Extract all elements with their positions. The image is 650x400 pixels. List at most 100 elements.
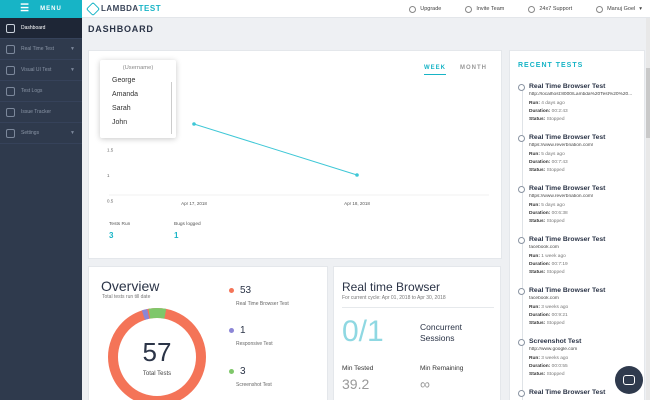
upgrade-link[interactable]: Upgrade [409,5,441,13]
sidebar-item-label: Issue Tracker [21,109,52,115]
menu-toggle[interactable]: ☰ MENU [0,0,82,18]
recent-test-item[interactable]: Real Time Browser Test facebook.com Run: 3… [518,287,644,328]
chat-icon [623,375,635,385]
tab-month[interactable]: MONTH [460,65,487,71]
timeline-dot-icon [518,288,525,295]
logo-text: LAMBDA [101,4,139,13]
overview-screenshot: 3 Screenshot Test [229,366,272,388]
dropdown-option-sarah[interactable]: Sarah [112,105,131,112]
tests-run-label: Tests Run [109,222,131,227]
recent-test-item[interactable]: Real Time Browser Test https://www.reverb… [518,134,644,175]
sidebar-item-test-logs[interactable]: Test Logs [0,81,82,102]
tab-week[interactable]: WEEK [424,65,446,75]
realtime-browser-card: Real time Browser For current cycle: Apr… [333,266,501,400]
duration-label: Duration: [529,109,551,115]
hamburger-icon: ☰ [20,3,31,14]
sidebar-item-settings[interactable]: Settings ▼ [0,123,82,144]
legend-dot-icon [229,288,234,293]
run-label: Run: [529,203,540,208]
recent-test-url[interactable]: facebook.com [529,245,559,250]
recent-test-name[interactable]: Real Time Browser Test [529,185,606,192]
duration-label: Duration: [529,160,551,166]
recent-test-item[interactable]: Real Time Browser Test [518,389,644,397]
recent-test-meta: Run: 3 weeks ago Duration: 00:9:21 Status:… [529,304,644,328]
upgrade-icon [409,5,417,13]
username-dropdown[interactable]: (Username) George Amanda Sarah John [100,60,176,138]
donut-total-label: Total Tests [143,371,171,377]
logs-icon [6,86,15,96]
sidebar-item-real-time-test[interactable]: Real Time Test ▼ [0,39,82,60]
support-label: 24x7 Support [539,6,573,12]
user-icon [596,5,604,13]
run-value: 5 days ago [541,152,565,157]
sessions-label: Sessions [420,332,455,343]
duration-value: 00:2:43 [551,109,568,115]
recent-test-item[interactable]: Real Time Browser Test http://localhost:8… [518,83,644,124]
sidebar-item-visual-ui-test[interactable]: Visual UI Test ▼ [0,60,82,81]
recent-test-url[interactable]: facebook.com [529,296,559,301]
timeline-dot-icon [518,84,525,91]
status-label: Status: [529,270,546,276]
dropdown-option-george[interactable]: George [112,77,136,84]
min-tested-value: 39.2 [342,376,370,392]
run-label: Run: [529,356,540,361]
logo-mark-icon [85,1,101,16]
recent-test-url[interactable]: https://www.reverbnation.com/ [529,194,594,199]
status-value: Stopped [546,168,565,174]
scrollbar-thumb[interactable] [646,68,650,138]
recent-test-url[interactable]: http://www.google.com [529,347,578,352]
overview-subtitle: Total tests run till date [102,294,151,300]
realtime-title: Real time Browser [342,280,441,294]
recent-test-item[interactable]: Real Time Browser Test https://www.reverb… [518,185,644,226]
recent-test-item[interactable]: Real Time Browser Test facebook.com Run: 1… [518,236,644,277]
y-tick-label: 1.5 [107,148,114,153]
recent-test-url[interactable]: https://www.reverbnation.com/ [529,143,594,148]
recent-test-url[interactable]: http://localhost:8000/Lambda%20Test%20%2… [529,92,633,97]
duration-label: Duration: [529,211,551,217]
invite-team-link[interactable]: Invite Team [465,5,504,13]
recent-test-name[interactable]: Real Time Browser Test [529,83,606,90]
visual-icon [6,65,15,75]
min-tested-label: Min Tested [342,365,374,372]
series-line [193,123,358,176]
user-menu[interactable]: Manuj Goel ▾ [596,5,642,13]
recent-test-name[interactable]: Real Time Browser Test [529,287,606,294]
overview-responsive-label: Responsive Test [236,341,273,347]
run-label: Run: [529,152,540,157]
logo[interactable]: LAMBDA TEST [85,1,161,16]
duration-value: 00:7:19 [551,262,568,268]
recent-test-name[interactable]: Screenshot Test [529,338,582,345]
sidebar-item-dashboard[interactable]: Dashboard [0,18,82,39]
support-link[interactable]: 24x7 Support [528,5,573,13]
recent-test-item[interactable]: Screenshot Test http://www.google.com Run:… [518,338,644,379]
dropdown-scrollbar[interactable] [171,82,172,134]
overview-card: Overview Total tests run till date 57 To… [88,266,328,400]
legend-dot-icon [229,369,234,374]
recent-test-name[interactable]: Real Time Browser Test [529,389,606,396]
line-chart: 1.5 1 0.5 Apr 17, 2018 Apr 18, 2018 [107,122,489,206]
sidebar-item-issue-tracker[interactable]: Issue Tracker [0,102,82,123]
run-label: Run: [529,101,540,106]
chat-button[interactable] [615,366,643,394]
recent-test-name[interactable]: Real Time Browser Test [529,134,606,141]
concurrent-label: Concurrent [420,322,463,332]
donut-segment-screenshot [108,308,206,400]
recent-test-name[interactable]: Real Time Browser Test [529,236,606,243]
dropdown-option-john[interactable]: John [112,119,128,126]
run-label: Run: [529,305,540,310]
username-placeholder-text: Username [124,65,152,71]
donut-segment-responsive [108,308,206,400]
divider [342,307,494,308]
overview-responsive: 1 Responsive Test [229,325,273,347]
x-tick-label: Apr 17, 2018 [181,201,207,206]
dropdown-option-amanda[interactable]: Amanda [112,91,139,98]
duration-label: Duration: [529,262,551,268]
bugs-logged-value: 1 [174,231,179,240]
top-bar: LAMBDA TEST Upgrade Invite Team 24x7 Supp… [82,0,650,18]
y-tick-label: 0.5 [107,199,114,204]
gear-icon [6,128,15,138]
run-value: 4 days ago [541,101,565,106]
page-scrollbar[interactable] [646,18,650,400]
tests-donut-chart: 57 Total Tests [108,308,206,400]
chevron-down-icon: ▼ [70,67,75,73]
